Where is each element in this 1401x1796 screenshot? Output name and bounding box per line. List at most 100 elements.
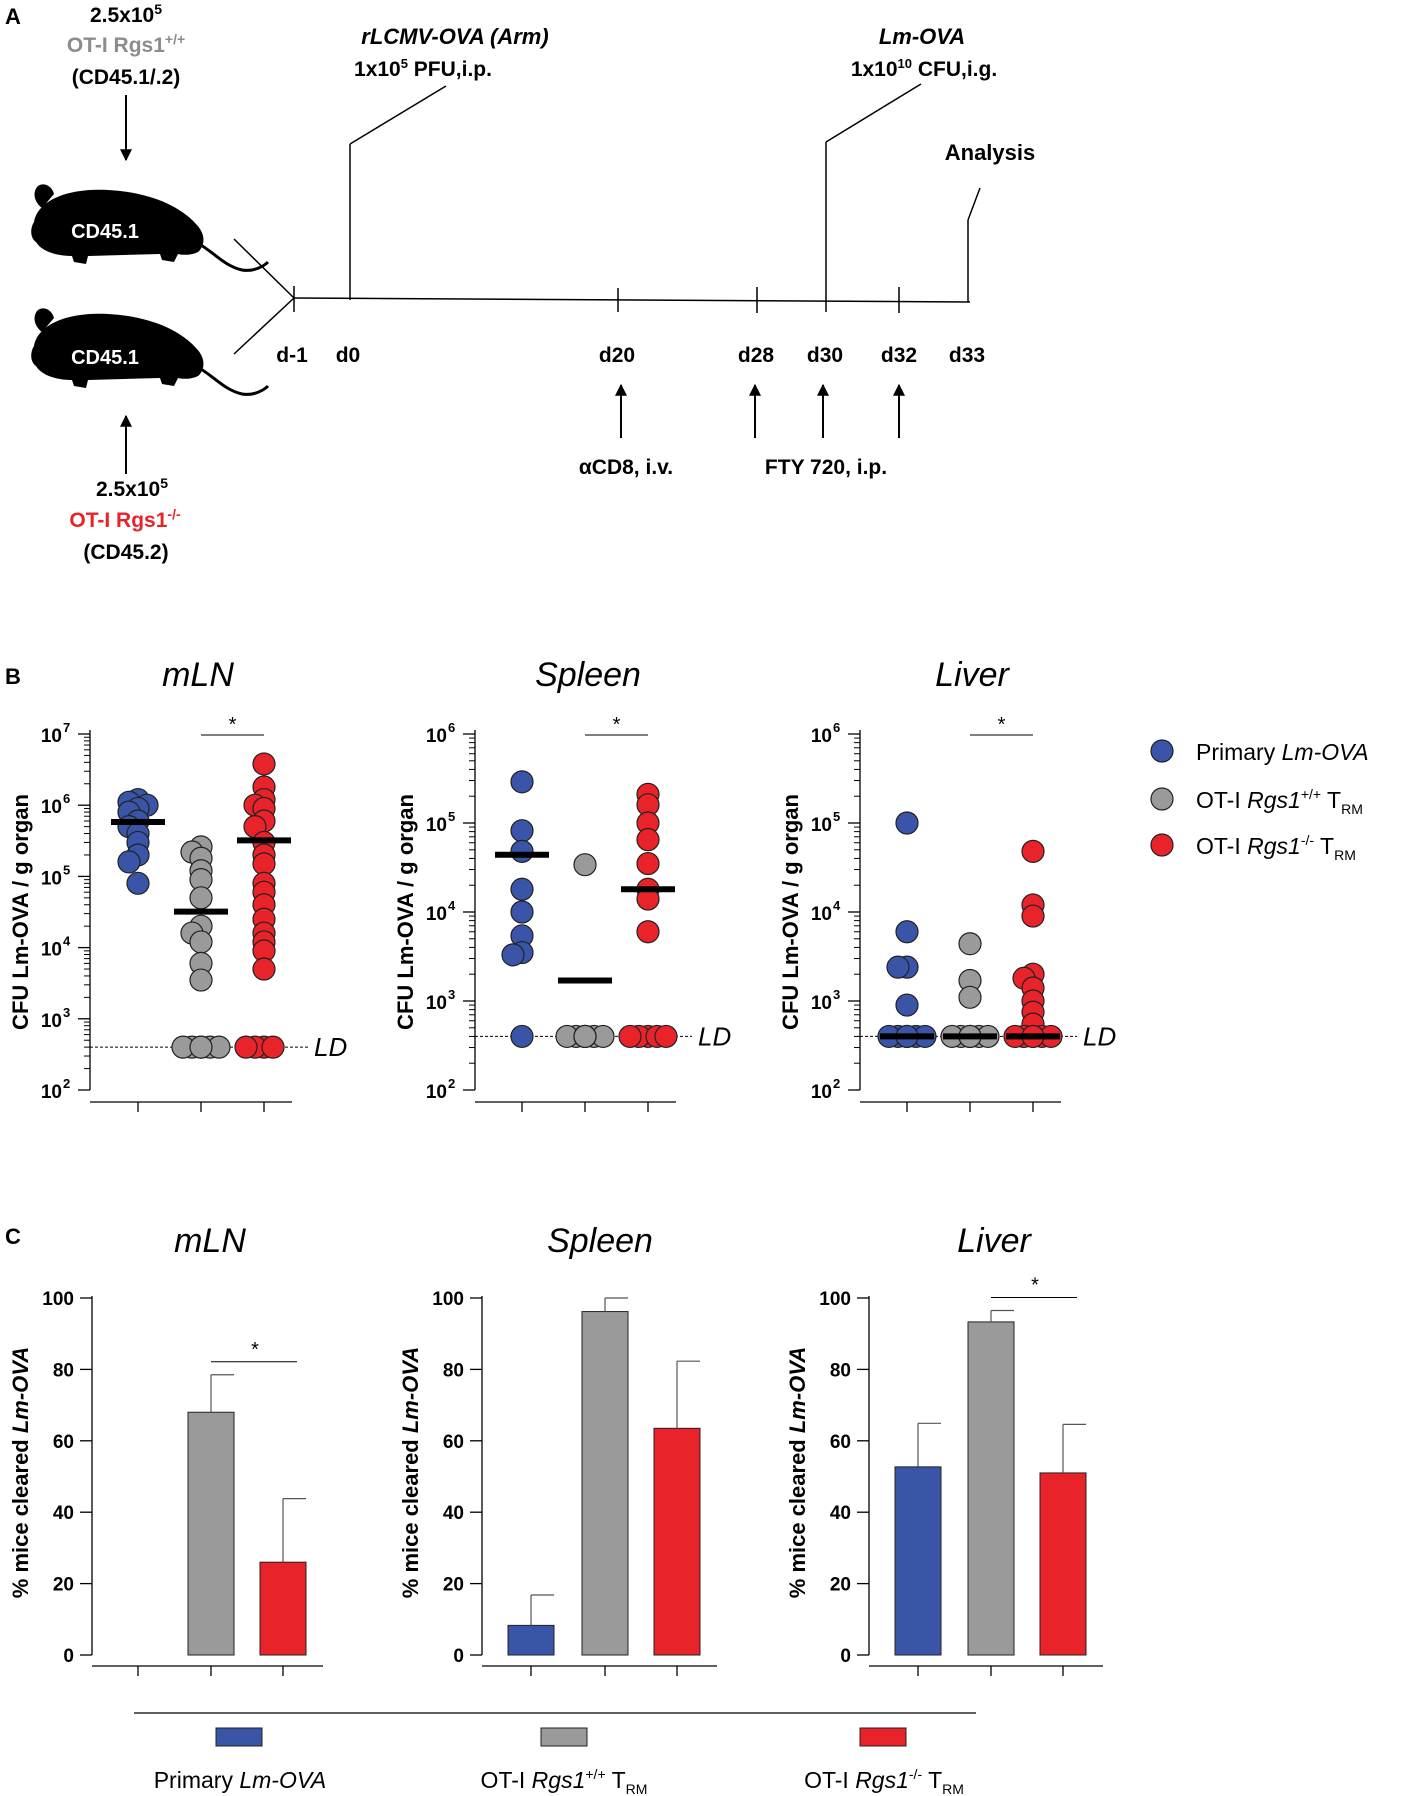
bar-chart-mln: mLN % mice cleared Lm-OVA 0 20 40 60 80 100 * <box>8 1222 323 1676</box>
y-tick-label: 20 <box>443 1575 464 1596</box>
day-label: d32 <box>881 344 917 367</box>
y-axis-label: % mice cleared Lm-OVA <box>398 1347 423 1598</box>
data-point <box>510 770 534 794</box>
bar <box>894 1466 942 1656</box>
y-tick-label: 40 <box>830 1503 851 1524</box>
y-tick-exponent: 3 <box>448 987 455 1002</box>
bar <box>653 1427 701 1656</box>
data-point <box>510 839 534 863</box>
infection2-name: Lm-OVA <box>879 24 965 49</box>
data-point <box>189 930 213 954</box>
bar-chart-liver: Liver % mice cleared Lm-OVA 0 20 40 60 80 100 * <box>785 1222 1103 1676</box>
chart-title: Liver <box>957 1222 1032 1260</box>
data-point <box>618 1024 642 1049</box>
y-tick-label: 60 <box>830 1432 851 1453</box>
bar <box>967 1321 1015 1656</box>
data-point <box>573 853 597 877</box>
y-tick-label: 10 <box>426 993 447 1014</box>
mouse-bottom-icon <box>29 306 270 396</box>
infection1-name: rLCMV-OVA (Arm) <box>361 24 548 49</box>
data-point <box>510 1024 534 1049</box>
data-point <box>895 811 919 835</box>
legend-c-swatch-wt <box>540 1727 588 1747</box>
y-axis-label: CFU Lm-OVA / g organ <box>778 794 803 1030</box>
y-tick-exponent: 4 <box>448 898 456 913</box>
legend-label-primary: Primary Lm-OVA <box>1196 739 1369 765</box>
legend-c-label-ko: OT-I Rgs1-/- TRM <box>804 1766 964 1796</box>
day-label: d30 <box>807 344 843 367</box>
analysis-label: Analysis <box>945 140 1036 165</box>
y-tick-exponent: 2 <box>833 1076 840 1091</box>
chart-title: mLN <box>174 1222 246 1260</box>
data-point <box>252 957 276 981</box>
infection2-dose: 1x1010 CFU,i.g. <box>851 56 997 81</box>
day-label: d20 <box>599 344 635 367</box>
legend-marker-wt <box>1150 787 1174 811</box>
y-tick-label: 40 <box>443 1503 464 1524</box>
mouse-top-label: CD45.1 <box>71 221 139 243</box>
data-point <box>261 1035 285 1059</box>
mouse-top-icon <box>29 182 270 272</box>
data-point <box>958 985 982 1009</box>
day-label: d28 <box>738 344 775 367</box>
panel-label-c: C <box>5 1224 21 1249</box>
legend-label-wt: OT-I Rgs1+/+ TRM <box>1196 786 1363 817</box>
data-point <box>895 920 919 944</box>
legend-marker-ko <box>1150 833 1174 857</box>
panel-c-charts: mLN % mice cleared Lm-OVA 0 20 40 60 80 100 * Spl… <box>8 1222 1103 1676</box>
y-tick-exponent: 6 <box>833 720 840 735</box>
y-tick-exponent: 4 <box>833 898 841 913</box>
chart-title: Spleen <box>547 1222 653 1260</box>
data-point <box>1021 839 1045 863</box>
data-point <box>510 819 534 843</box>
donor-wt-label: 2.5x105 OT-I Rgs1+/+ (CD45.1/.2) <box>67 1 185 89</box>
y-tick-exponent: 4 <box>63 934 71 949</box>
y-tick-exponent: 5 <box>63 862 70 877</box>
y-tick-label: 10 <box>41 940 62 961</box>
donor-wt-dose: 2.5x105 <box>90 1 162 27</box>
detection-limit-label: LD <box>314 1032 347 1062</box>
legend-c-swatch-ko <box>859 1727 907 1747</box>
data-point <box>895 993 919 1017</box>
y-axis-label: CFU Lm-OVA / g organ <box>8 794 33 1030</box>
data-point <box>252 752 276 776</box>
y-tick-label: 10 <box>811 1082 832 1103</box>
data-point <box>126 871 150 895</box>
data-point <box>234 1035 258 1059</box>
y-tick-label: 10 <box>426 815 447 836</box>
y-tick-label: 80 <box>53 1360 74 1381</box>
data-point <box>886 955 910 979</box>
y-tick-exponent: 3 <box>833 987 840 1002</box>
day-labels: d-1 d0 d20 d28 d30 d32 d33 <box>276 344 985 367</box>
treatment-acd8: αCD8, i.v. <box>579 456 673 479</box>
data-point <box>1021 904 1045 928</box>
legend-c-label-primary: Primary Lm-OVA <box>154 1767 327 1793</box>
panel-label-a: A <box>5 4 21 29</box>
y-tick-label: 10 <box>426 904 447 925</box>
data-point <box>252 852 276 876</box>
y-tick-label: 0 <box>840 1646 851 1667</box>
legend-c: Primary Lm-OVA OT-I Rgs1+/+ TRM OT-I Rgs… <box>134 1712 976 1796</box>
y-tick-label: 10 <box>811 993 832 1014</box>
data-point <box>636 828 660 852</box>
y-axis-label: % mice cleared Lm-OVA <box>785 1347 810 1598</box>
y-tick-exponent: 5 <box>833 809 840 824</box>
y-tick-label: 10 <box>41 1082 62 1103</box>
bar <box>187 1411 235 1656</box>
day-label: d33 <box>949 344 985 367</box>
bar <box>259 1561 307 1656</box>
legend-c-swatch-primary <box>215 1727 263 1747</box>
data-point <box>654 1024 678 1049</box>
y-tick-label: 10 <box>41 797 62 818</box>
legend-b: Primary Lm-OVA OT-I Rgs1+/+ TRM OT-I Rgs… <box>1150 739 1369 863</box>
significance-star: * <box>251 1339 259 1361</box>
data-point <box>510 900 534 924</box>
chart-title: Spleen <box>535 656 641 694</box>
bar <box>507 1624 555 1656</box>
significance-star: * <box>998 714 1006 736</box>
y-tick-label: 10 <box>811 815 832 836</box>
y-tick-label: 10 <box>426 726 447 747</box>
detection-limit-label: LD <box>698 1021 731 1051</box>
